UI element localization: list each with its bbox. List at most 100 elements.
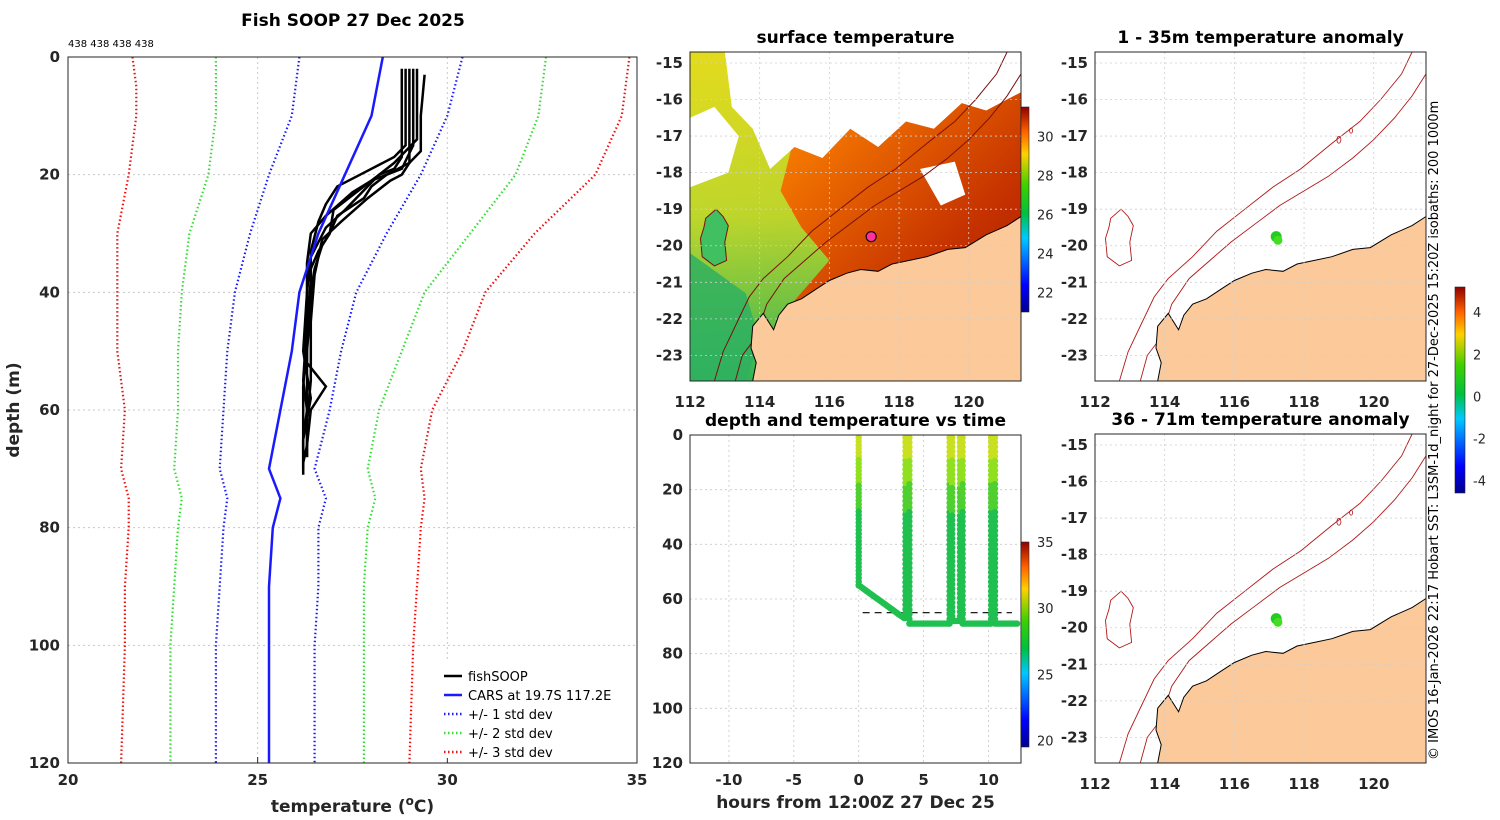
track-point — [906, 462, 913, 469]
y-tick-label: -15 — [1061, 436, 1088, 454]
y-tick-label: -17 — [656, 127, 683, 145]
anomaly-point — [1273, 235, 1283, 245]
track-point — [949, 489, 956, 496]
legend-cars-label: CARS at 19.7S 117.2E — [468, 689, 611, 704]
track-point — [959, 560, 966, 567]
y-tick-label: -15 — [1061, 54, 1088, 72]
track-point — [991, 476, 999, 483]
x-tick-label: 116 — [1219, 393, 1250, 411]
track-point — [991, 541, 999, 548]
isobath-1000 — [1118, 433, 1413, 764]
track-point — [906, 476, 913, 483]
x-tick-label: 25 — [247, 771, 268, 789]
y-tick-label: 40 — [39, 283, 60, 301]
track-point — [959, 611, 966, 618]
track-point — [959, 541, 966, 548]
track-point — [959, 564, 966, 571]
track-point — [959, 481, 966, 488]
track-point — [906, 508, 913, 516]
track-point — [959, 443, 966, 451]
depth-track — [855, 435, 1021, 627]
track-point — [906, 467, 913, 474]
track-point — [906, 435, 913, 441]
track-point — [959, 601, 966, 609]
anomaly-colorbar-bar — [1454, 286, 1466, 494]
anomaly-colorbar-label: -2 — [1473, 432, 1486, 447]
track-point — [949, 512, 956, 519]
track-point — [949, 594, 956, 602]
track-point — [991, 513, 999, 520]
x-tick-label: 118 — [1288, 393, 1319, 411]
track-point — [959, 504, 966, 511]
credit-text: © IMOS 16-Jan-2026 22:17 Hobart SST: L3S… — [1427, 101, 1442, 760]
map-frame — [1094, 51, 1427, 382]
track-point — [906, 564, 913, 571]
track-point — [949, 439, 956, 446]
track-point — [906, 560, 913, 567]
track-point — [949, 585, 956, 592]
track-point — [906, 606, 913, 613]
track-point — [991, 443, 999, 451]
y-tick-label: -19 — [656, 200, 683, 218]
track-point — [991, 578, 999, 585]
anomaly-colorbar-label: 2 — [1473, 348, 1481, 363]
track-point — [949, 448, 956, 455]
track-point — [991, 587, 999, 595]
x-tick-label: 116 — [814, 393, 845, 411]
track-point — [959, 508, 966, 516]
y-tick-label: -23 — [656, 346, 683, 364]
track-point — [959, 578, 966, 585]
land — [750, 215, 1021, 381]
x-tick-label: 114 — [1149, 775, 1180, 793]
track-point — [949, 521, 956, 528]
y-tick-label: 100 — [29, 636, 60, 654]
x-tick-label: 30 — [437, 771, 458, 789]
track-point — [906, 597, 913, 604]
track-point — [949, 581, 956, 588]
track-point — [906, 541, 913, 548]
x-tick-label: 120 — [1358, 393, 1389, 411]
x-axis-label: temperature (oC) — [271, 794, 434, 817]
y-tick-label: 80 — [662, 645, 683, 663]
track-point — [959, 518, 966, 525]
cars-line — [267, 56, 385, 763]
track-point — [991, 481, 999, 488]
profile-chart: 20 25 30 35 0 20 40 60 80 100 120 438 438 438 438 te… — [4, 39, 647, 817]
ts-colorbar — [1020, 541, 1030, 748]
track-point — [991, 499, 999, 506]
x-tick-label: 35 — [627, 771, 648, 789]
track-point — [991, 435, 999, 441]
track-point — [949, 608, 956, 615]
track-point — [991, 453, 999, 460]
island — [1105, 590, 1134, 649]
sd3-minus-line — [116, 56, 138, 764]
x-tick-label: -5 — [786, 771, 803, 789]
track-point — [959, 587, 966, 595]
y-tick-label: -22 — [1061, 310, 1088, 328]
legend-box — [437, 662, 615, 758]
map-title: surface temperature — [756, 28, 954, 48]
track-point — [906, 443, 913, 451]
track-point — [949, 503, 956, 510]
chart-title: depth and temperature vs time — [705, 411, 1006, 431]
track-point — [959, 467, 966, 474]
track-point — [959, 499, 966, 506]
track-point — [906, 513, 913, 520]
map-title: 36 - 71m temperature anomaly — [1111, 410, 1409, 430]
map-frame — [1094, 433, 1427, 764]
x-tick-label: 5 — [918, 771, 928, 789]
track-point — [906, 453, 913, 460]
track-point — [991, 606, 999, 613]
legend-fishsoop-label: fishSOOP — [468, 670, 528, 685]
track-point — [991, 532, 999, 539]
legend-sd3-label: +/- 3 std dev — [468, 746, 553, 761]
y-tick-label: -15 — [656, 54, 683, 72]
track-point — [959, 573, 966, 581]
y-tick-label: 80 — [39, 519, 60, 537]
track-point — [949, 567, 956, 574]
track-point — [991, 518, 999, 525]
x-tick-label: 112 — [1079, 775, 1110, 793]
anomaly-colorbar-label: 0 — [1473, 390, 1481, 405]
